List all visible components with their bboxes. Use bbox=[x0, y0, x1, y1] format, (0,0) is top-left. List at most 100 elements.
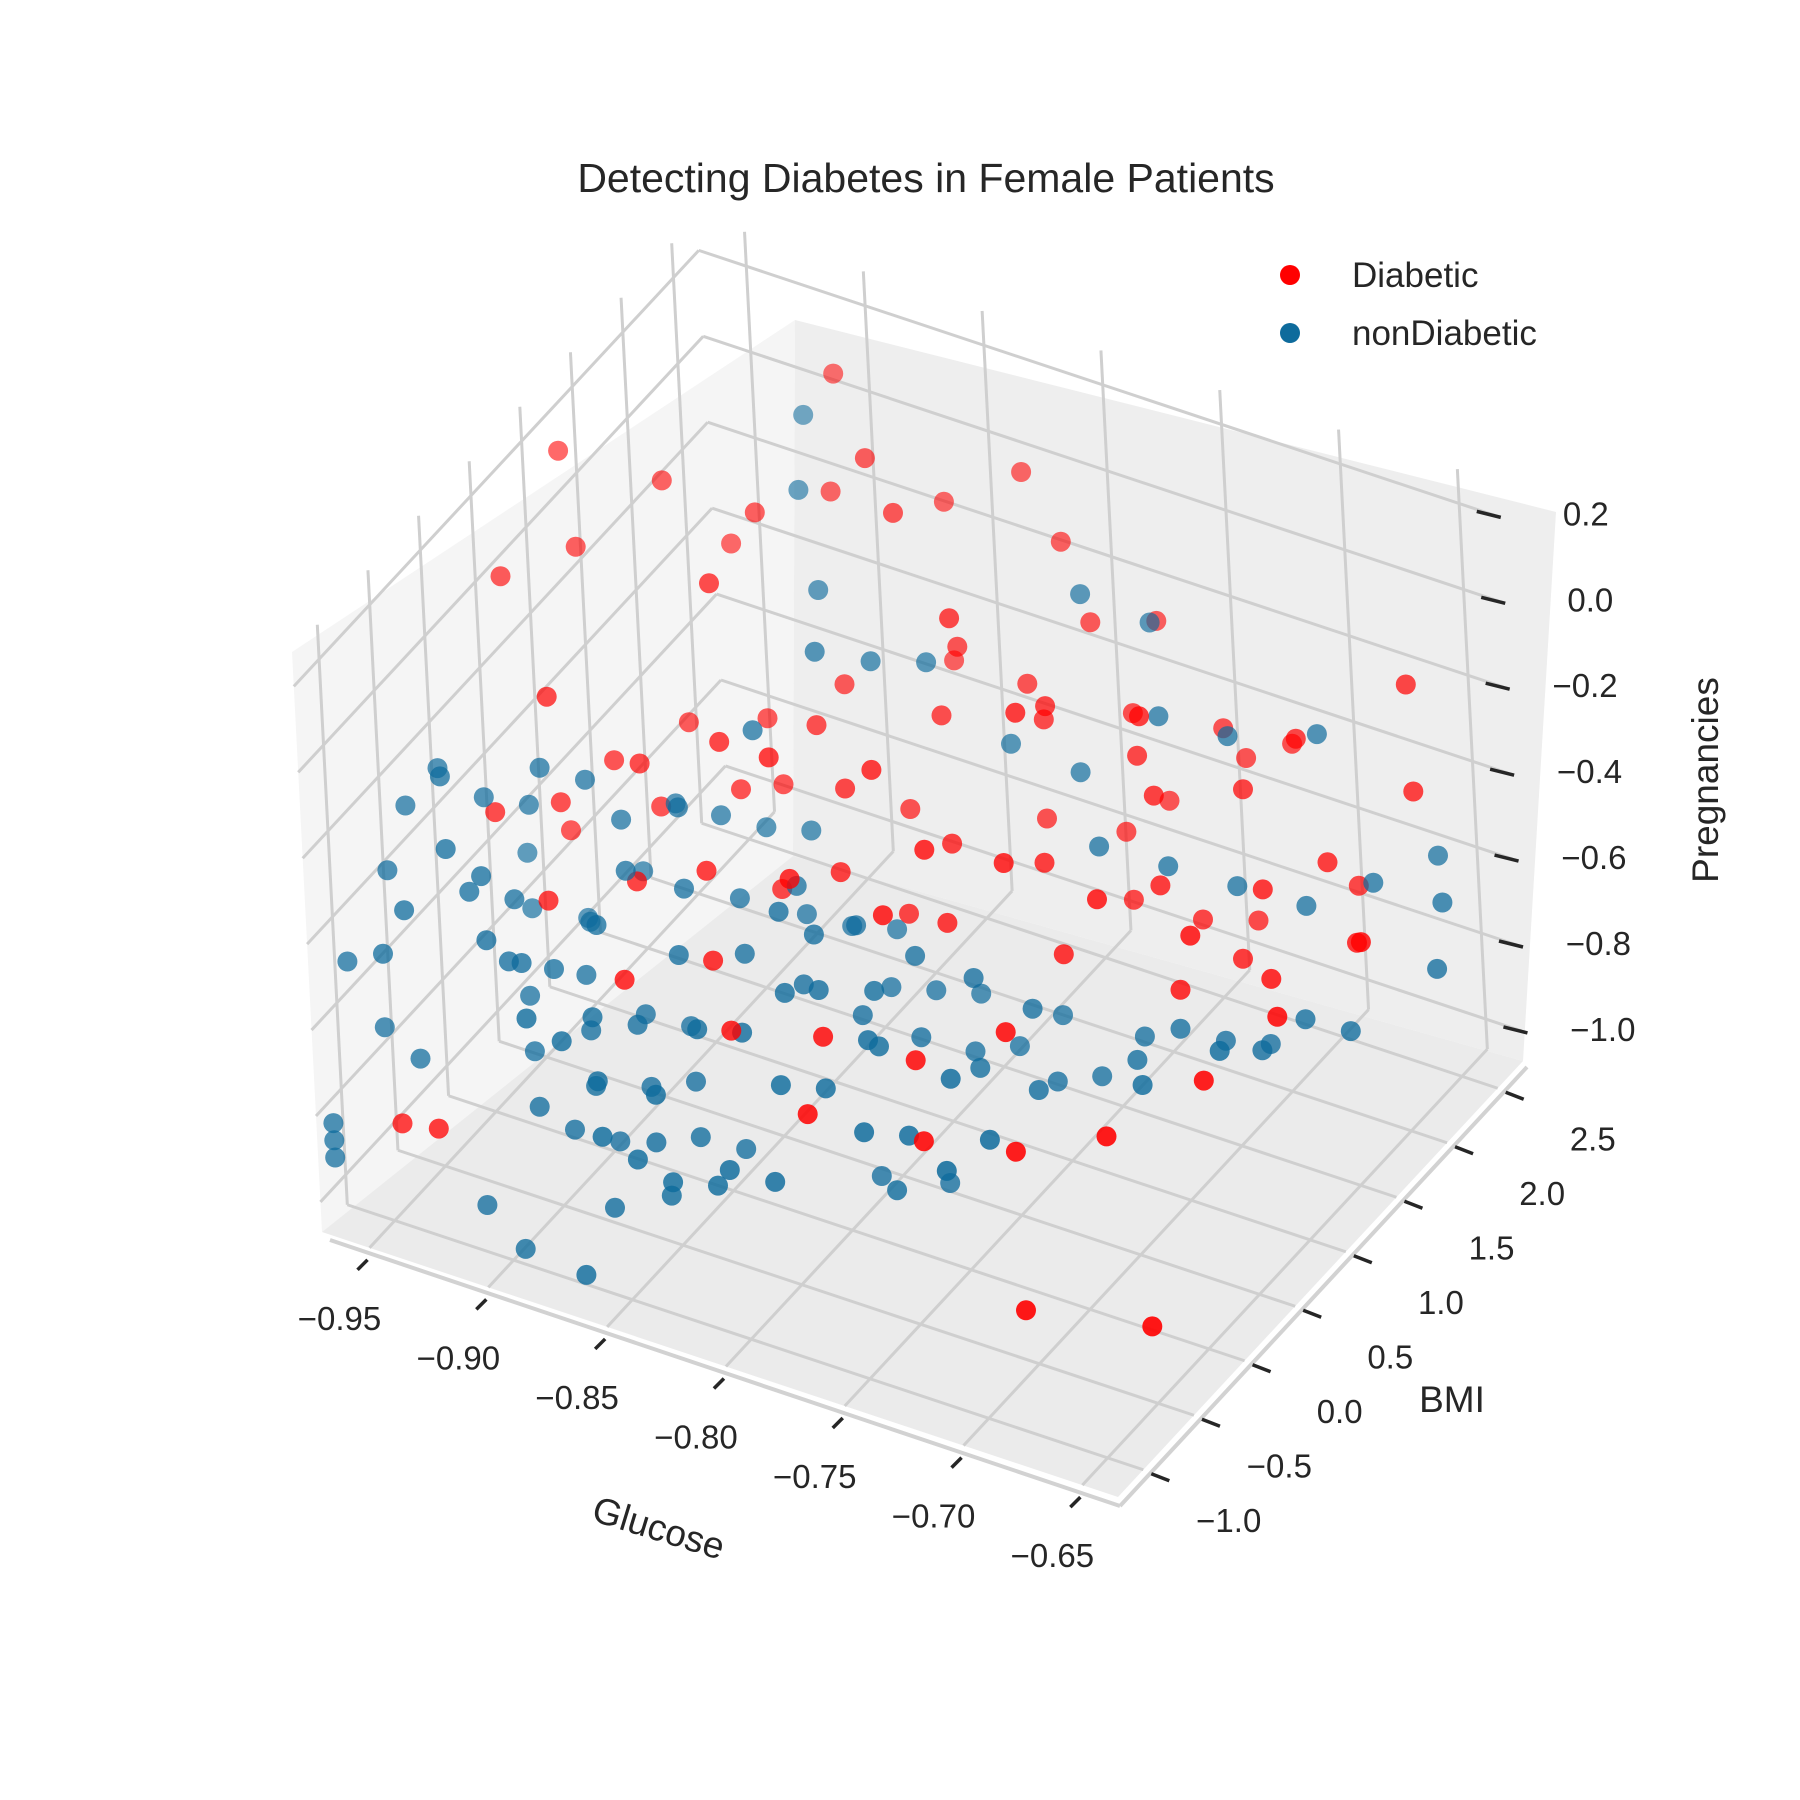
grid-line-left-y bbox=[518, 406, 552, 987]
y-tick-mark bbox=[1353, 1254, 1373, 1265]
z-tick-label: −0.6 bbox=[1561, 839, 1626, 876]
point-nondiabetic bbox=[1158, 856, 1179, 877]
point-diabetic bbox=[721, 533, 742, 554]
point-nondiabetic bbox=[871, 1166, 892, 1186]
point-nondiabetic bbox=[936, 1160, 957, 1181]
point-nondiabetic bbox=[477, 1195, 498, 1215]
point-nondiabetic bbox=[979, 1129, 1000, 1150]
point-nondiabetic bbox=[708, 1175, 728, 1196]
z-tick-mark bbox=[1498, 939, 1524, 949]
point-nondiabetic bbox=[1432, 892, 1453, 913]
point-nondiabetic bbox=[690, 1127, 711, 1148]
point-diabetic bbox=[872, 905, 893, 926]
point-nondiabetic bbox=[1053, 1005, 1073, 1026]
point-diabetic bbox=[428, 1118, 449, 1139]
point-nondiabetic bbox=[582, 1007, 603, 1028]
point-diabetic bbox=[947, 636, 968, 657]
point-diabetic bbox=[614, 969, 635, 990]
point-nondiabetic bbox=[668, 945, 689, 965]
y-tick-label: 1.0 bbox=[1418, 1284, 1464, 1321]
point-nondiabetic bbox=[435, 839, 456, 859]
point-diabetic bbox=[561, 820, 581, 841]
y-tick-mark bbox=[1302, 1308, 1322, 1319]
point-diabetic bbox=[835, 778, 856, 799]
point-diabetic bbox=[1034, 852, 1055, 873]
point-diabetic bbox=[758, 747, 779, 768]
point-nondiabetic bbox=[395, 795, 416, 816]
z-tick-mark bbox=[1476, 509, 1502, 520]
y-axis-ticks: −1.0 −0.50.00.51.01.52.02.5 bbox=[1150, 1090, 1616, 1539]
z-tick-label: −0.4 bbox=[1557, 753, 1622, 790]
point-diabetic bbox=[1053, 944, 1074, 965]
point-diabetic bbox=[1233, 948, 1253, 969]
x-tick-mark bbox=[593, 1337, 607, 1351]
point-nondiabetic bbox=[592, 1126, 613, 1147]
x-tick-label: −0.90 bbox=[417, 1339, 501, 1376]
point-nondiabetic bbox=[940, 1068, 961, 1089]
point-nondiabetic bbox=[610, 1131, 631, 1152]
point-nondiabetic bbox=[788, 479, 809, 500]
point-nondiabetic bbox=[1022, 998, 1043, 1019]
point-diabetic bbox=[1050, 531, 1071, 552]
x-axis-ticks: −0.95 −0.90 −0.85 −0.80 −0.75 −0.70 −0.65 bbox=[298, 1258, 1094, 1574]
point-diabetic bbox=[536, 686, 557, 707]
grid-line-back-z bbox=[698, 248, 1496, 517]
y-tick-label: 1.5 bbox=[1469, 1229, 1515, 1266]
point-nondiabetic bbox=[323, 1113, 344, 1134]
legend-marker-nondiabetic bbox=[1280, 323, 1300, 343]
point-nondiabetic bbox=[719, 1160, 740, 1180]
point-nondiabetic bbox=[615, 860, 636, 881]
x-tick-label: −0.95 bbox=[298, 1300, 382, 1337]
z-tick-label: −0.2 bbox=[1553, 667, 1618, 704]
point-diabetic bbox=[937, 912, 958, 933]
x-axis-label: Glucose bbox=[588, 1489, 730, 1568]
point-nondiabetic bbox=[1209, 1040, 1230, 1061]
point-nondiabetic bbox=[627, 1014, 648, 1035]
point-nondiabetic bbox=[575, 769, 595, 790]
point-diabetic bbox=[933, 491, 954, 512]
point-diabetic bbox=[1143, 785, 1164, 806]
x-tick-label: −0.85 bbox=[535, 1379, 619, 1416]
y-tick-mark bbox=[1505, 1090, 1525, 1101]
point-nondiabetic bbox=[337, 951, 358, 972]
x-tick-mark bbox=[712, 1377, 726, 1390]
point-diabetic bbox=[1403, 781, 1424, 802]
point-nondiabetic bbox=[734, 943, 755, 964]
point-nondiabetic bbox=[587, 1071, 608, 1092]
point-nondiabetic bbox=[742, 720, 763, 741]
point-diabetic bbox=[731, 779, 751, 800]
point-nondiabetic bbox=[1306, 724, 1327, 745]
point-nondiabetic bbox=[687, 1019, 708, 1040]
point-diabetic bbox=[721, 1020, 742, 1041]
point-nondiabetic bbox=[520, 985, 541, 1006]
point-nondiabetic bbox=[970, 1057, 991, 1078]
grid-line-back-x bbox=[980, 310, 1014, 892]
point-nondiabetic bbox=[858, 1030, 878, 1051]
point-nondiabetic bbox=[586, 915, 607, 935]
x-tick-label: −0.80 bbox=[654, 1418, 738, 1455]
point-diabetic bbox=[703, 950, 724, 971]
grid-line-left-y bbox=[619, 297, 653, 878]
point-diabetic bbox=[813, 1026, 834, 1047]
point-nondiabetic bbox=[667, 797, 688, 818]
point-nondiabetic bbox=[1295, 1009, 1316, 1030]
grid-line-back-z bbox=[716, 592, 1514, 861]
point-nondiabetic bbox=[1139, 612, 1160, 633]
point-nondiabetic bbox=[504, 889, 525, 910]
point-nondiabetic bbox=[770, 1075, 791, 1096]
point-nondiabetic bbox=[1296, 895, 1317, 916]
point-nondiabetic bbox=[860, 651, 881, 672]
point-nondiabetic bbox=[965, 1041, 986, 1062]
grid-line-back-x bbox=[1455, 469, 1489, 1050]
point-nondiabetic bbox=[1132, 1075, 1153, 1095]
point-diabetic bbox=[914, 839, 935, 860]
grid-line-back-z bbox=[720, 678, 1518, 947]
grid-line-left-y bbox=[568, 352, 602, 933]
point-diabetic bbox=[1127, 745, 1148, 766]
point-nondiabetic bbox=[846, 915, 867, 936]
point-diabetic bbox=[854, 448, 875, 469]
legend-marker-diabetic bbox=[1280, 265, 1300, 285]
point-nondiabetic bbox=[476, 930, 497, 951]
point-nondiabetic bbox=[808, 580, 829, 600]
